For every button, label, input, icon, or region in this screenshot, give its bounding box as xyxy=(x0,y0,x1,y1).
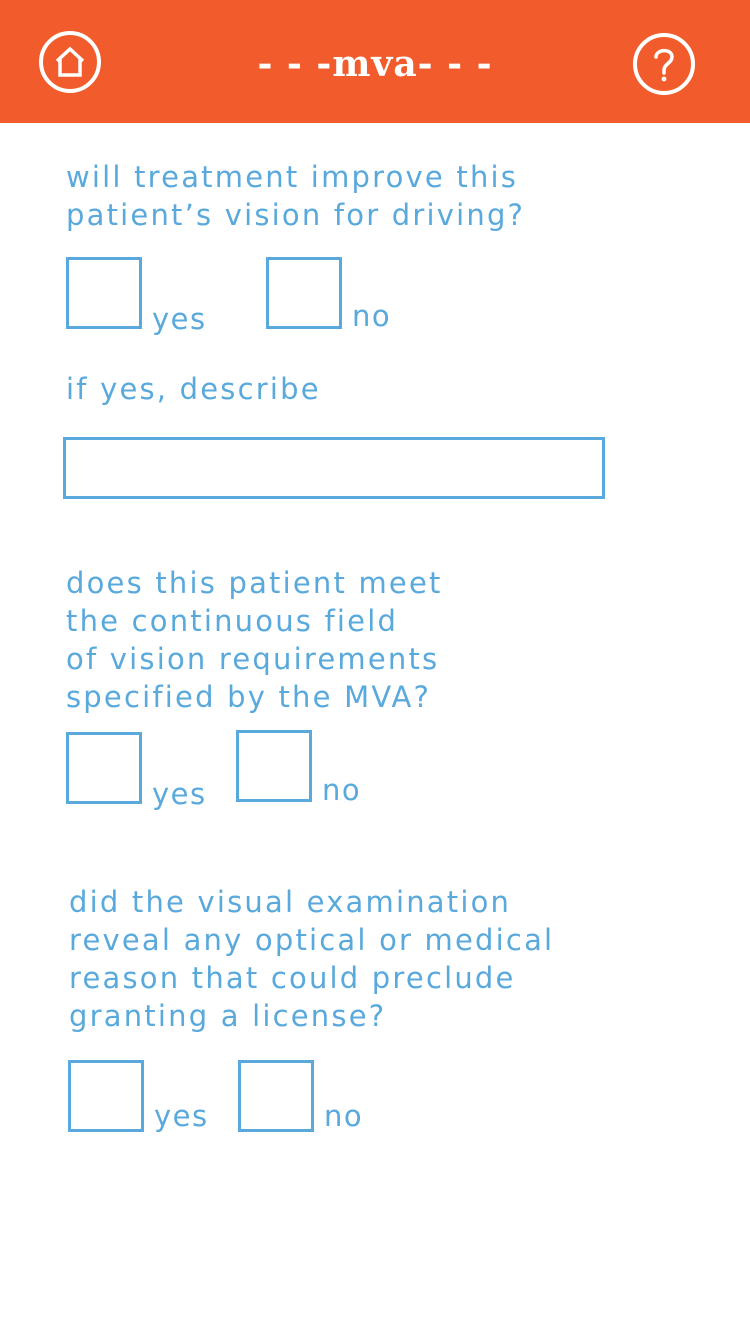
question-continuous-field: does this patient meet the continuous fi… xyxy=(66,566,443,714)
q2-no-label: no xyxy=(322,773,362,807)
describe-input[interactable] xyxy=(63,437,605,499)
page-title: - - -mva- - - xyxy=(257,43,493,85)
app-header: - - -mva- - - xyxy=(0,0,750,123)
question-visual-examination: did the visual examination reveal any op… xyxy=(69,885,555,1033)
q3-yes-label: yes xyxy=(154,1099,209,1133)
q1-yes-label: yes xyxy=(152,302,207,336)
q3-no-checkbox[interactable] xyxy=(238,1060,314,1132)
home-button[interactable] xyxy=(39,31,101,93)
q1-no-label: no xyxy=(352,299,392,333)
q1-no-checkbox[interactable] xyxy=(266,257,342,329)
describe-label: if yes, describe xyxy=(66,372,321,406)
help-button[interactable] xyxy=(633,33,695,95)
help-icon xyxy=(654,48,674,82)
q3-no-label: no xyxy=(324,1099,364,1133)
q2-yes-label: yes xyxy=(152,777,207,811)
q1-yes-checkbox[interactable] xyxy=(66,257,142,329)
question-treatment-improve: will treatment improve this patient’s vi… xyxy=(66,160,526,232)
q2-yes-checkbox[interactable] xyxy=(66,732,142,804)
q3-yes-checkbox[interactable] xyxy=(68,1060,144,1132)
q2-no-checkbox[interactable] xyxy=(236,730,312,802)
home-icon xyxy=(55,46,85,77)
